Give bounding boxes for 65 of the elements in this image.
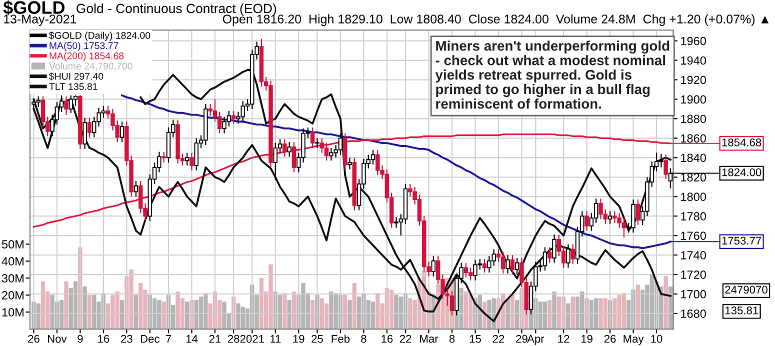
y-tick-label: 1820 — [681, 173, 706, 182]
x-tick-label: 9 — [78, 334, 83, 343]
data-label: 1854.68 — [722, 138, 762, 146]
y-tick-label: 1720 — [681, 270, 706, 279]
x-tick-label: Nov — [48, 335, 67, 343]
y-tick-label: 1840 — [681, 154, 706, 162]
y2-tick-label: 10M — [2, 308, 24, 316]
y2-tick-label: 30M — [2, 274, 24, 282]
y2-tick-label: 50M — [2, 240, 24, 249]
x-tick-label: 23 — [121, 334, 132, 343]
x-tick-label: 16 — [98, 334, 110, 343]
x-tick-label: Dec — [140, 335, 160, 343]
y-tick-label: 1700 — [681, 290, 706, 298]
text: MA(50) 1753.77 — [50, 42, 118, 51]
x-tick-label: 29 — [516, 334, 528, 343]
x-tick-label: 8 — [361, 334, 366, 343]
x-tick-label: 10 — [651, 334, 662, 343]
y-tick-label: 1960 — [681, 36, 706, 46]
x-tick-label: 22 — [400, 334, 412, 343]
text: 1824.00 — [722, 168, 762, 176]
x-tick-label: 25 — [312, 334, 323, 343]
text: $GOLD (Daily) 1824.00 — [49, 32, 150, 41]
y-tick-label: 1940 — [681, 56, 706, 65]
x-tick-label: 7 — [166, 335, 172, 343]
x-tick-label: Apr — [527, 335, 544, 345]
legend-label: Volume 24,790,700 — [48, 62, 132, 71]
x-tick-label: 2021 — [240, 334, 264, 343]
x-tick-label: 19 — [293, 334, 304, 343]
x-tick-label: May — [624, 335, 644, 345]
y-tick-label: 1900 — [681, 95, 706, 104]
annotation: Miners aren't underperforming gold - check out what a modest nominal yields retreat spurred. Gold is primed to go higher in a bull flag reminiscent of formation. — [435, 40, 670, 109]
y2-tick-label: 20M — [2, 291, 24, 300]
text: Open 1816.20 High 1829.10 Low 1808.40 Close 1824.00 Volume 24.8M Chg +1.20 (+0.07%) ▲ — [222, 14, 769, 26]
x-tick-label: 19 — [581, 334, 592, 343]
y-tick-label: 1740 — [681, 251, 706, 260]
x-tick-label: 12 — [558, 334, 570, 343]
y-tick-label: 1780 — [681, 212, 706, 220]
x-tick-label: 26 — [604, 334, 616, 343]
x-tick-label: 15 — [470, 335, 481, 343]
x-tick-label: 16 — [382, 334, 393, 343]
x-tick-label: 22 — [492, 334, 504, 343]
y-tick-label: 1920 — [681, 76, 706, 84]
chart-title: $GOLD — [3, 0, 65, 16]
y-tick-label: 1680 — [681, 310, 706, 318]
series-label: TLT 135.81 — [49, 83, 98, 90]
x-tick-label: 26 — [28, 334, 40, 343]
data-label: 1753.77 — [722, 236, 762, 245]
x-tick-label: 14 — [186, 335, 198, 343]
x-tick-label: Mar — [420, 335, 438, 343]
chart-subtitle: Gold - Continuous Contract (EOD) — [76, 3, 276, 16]
text: 2479070 — [725, 286, 768, 294]
x-tick-label: Feb — [332, 334, 350, 343]
text: $HUI 297.40 — [49, 72, 104, 80]
x-tick-label: 21 — [209, 334, 221, 343]
x-tick-label: 8 — [449, 334, 455, 343]
text: 13-May-2021 — [4, 14, 76, 26]
x-tick-label: 11 — [270, 335, 281, 343]
x-tick-label: 28 — [228, 334, 240, 343]
y-tick-label: 1860 — [681, 134, 706, 143]
y-tick-label: 1880 — [681, 114, 706, 124]
text: MA(200) 1854.68 — [50, 52, 124, 62]
y2-tick-label: 40M — [2, 257, 24, 266]
y-tick-label: 1800 — [681, 192, 706, 202]
y-tick-label: 1760 — [681, 232, 706, 240]
text: 135.81 — [725, 306, 758, 314]
